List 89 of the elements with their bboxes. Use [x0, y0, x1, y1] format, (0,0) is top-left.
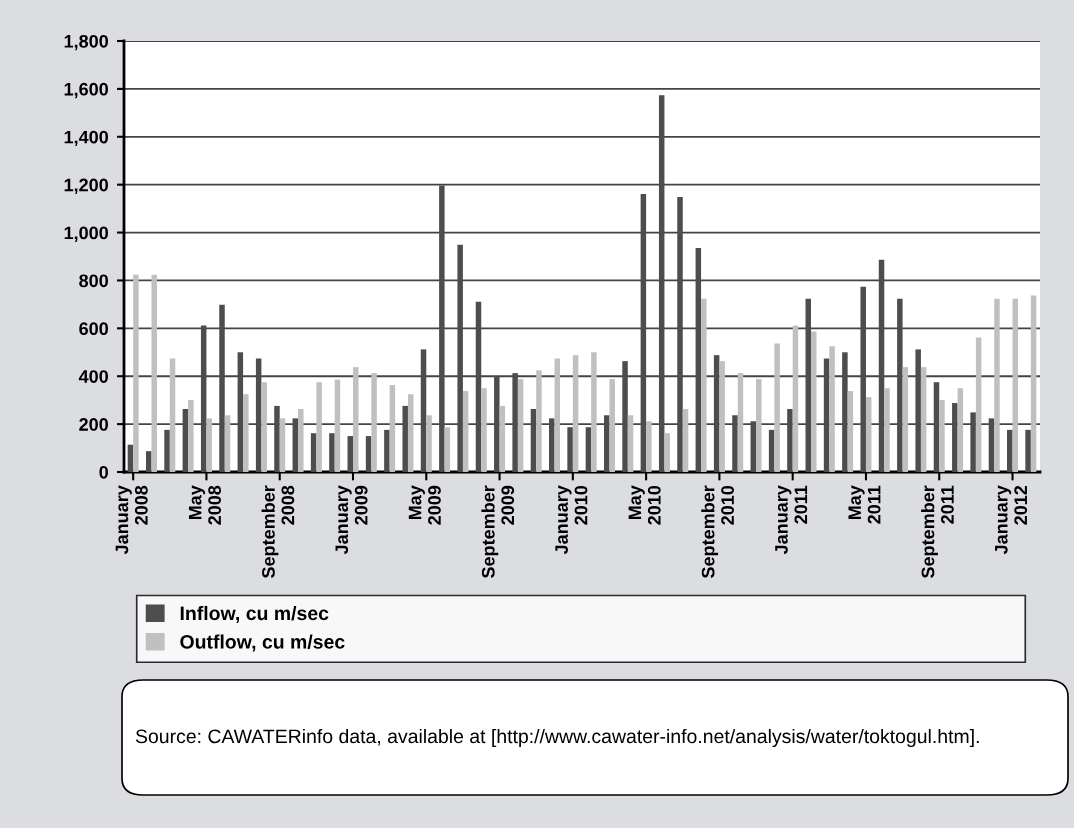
bar	[664, 433, 670, 472]
y-tick-label: 1,800	[64, 34, 108, 51]
bar	[994, 298, 1000, 472]
bar	[585, 427, 592, 472]
bar	[517, 379, 524, 472]
bar	[316, 382, 322, 472]
bar	[865, 397, 872, 472]
bar	[127, 444, 134, 472]
bar	[572, 355, 579, 472]
bar	[811, 331, 817, 472]
bar	[169, 358, 176, 472]
x-tick-label: January 2010	[555, 485, 588, 555]
bar	[737, 373, 744, 472]
bar	[279, 418, 286, 472]
bar	[353, 367, 359, 472]
bar	[939, 399, 945, 472]
legend-label: Outflow, cu m/sec	[180, 634, 345, 652]
bar	[481, 388, 487, 472]
bar	[310, 433, 317, 472]
bar	[365, 436, 372, 472]
bar	[188, 399, 194, 472]
bar	[719, 361, 725, 472]
bar	[243, 394, 249, 472]
bar	[1012, 298, 1019, 472]
y-tick-label: 200	[79, 418, 108, 431]
bar	[609, 379, 615, 472]
bar	[133, 274, 139, 472]
bar	[1025, 429, 1031, 472]
bar	[756, 379, 762, 472]
x-tick-label: January 2008	[115, 485, 148, 555]
bar	[407, 394, 414, 472]
bar	[774, 343, 780, 472]
bar	[1030, 295, 1037, 472]
bar	[145, 451, 152, 472]
bar	[902, 367, 909, 472]
bar	[957, 388, 964, 472]
bar	[329, 433, 335, 472]
bar	[1007, 429, 1013, 472]
x-tick-label: January 2011	[775, 485, 808, 555]
bar	[768, 429, 775, 472]
bar	[536, 370, 542, 472]
bar	[334, 379, 341, 472]
x-tick-label: January 2009	[335, 485, 368, 555]
bar	[347, 436, 353, 472]
bar	[591, 352, 597, 472]
y-tick-label: 600	[79, 322, 108, 336]
x-tick-label: January 2012	[995, 485, 1028, 555]
bar	[371, 373, 377, 472]
x-tick-label: May 2010	[628, 485, 661, 525]
x-tick-label: September 2010	[701, 485, 734, 578]
x-tick-label: May 2008	[188, 485, 222, 525]
bar	[847, 391, 854, 472]
y-tick-label: 1,200	[64, 178, 108, 194]
bar	[567, 427, 573, 472]
bar	[151, 274, 157, 472]
bar	[499, 405, 506, 472]
x-tick-label: September 2009	[481, 485, 515, 578]
bar	[884, 388, 890, 472]
bar	[164, 429, 170, 472]
bar	[224, 415, 231, 472]
bar	[701, 298, 707, 472]
bar	[829, 346, 835, 472]
bar	[920, 367, 927, 472]
bar	[554, 358, 561, 472]
x-tick-label: May 2009	[408, 485, 441, 525]
bar	[298, 409, 304, 472]
bar	[384, 429, 390, 472]
y-tick-label: 1,400	[64, 130, 108, 147]
bar	[975, 337, 982, 472]
bar	[682, 409, 689, 472]
x-tick-label: May 2011	[848, 485, 881, 524]
y-tick-label: 0	[99, 465, 108, 479]
bar	[206, 418, 212, 472]
bar	[646, 421, 652, 472]
bar	[627, 415, 634, 472]
bar	[261, 382, 267, 472]
bar	[792, 325, 799, 472]
bar	[444, 427, 451, 472]
source-note: Source: CAWATERinfo data, available at [http://www.cawater-info.net/analysis/water/toktogul.htm].	[135, 728, 979, 748]
bar	[462, 391, 469, 472]
x-tick-label: September 2011	[921, 485, 954, 578]
y-tick-label: 800	[79, 274, 108, 288]
y-tick-label: 1,600	[64, 82, 108, 99]
bar	[426, 415, 432, 472]
legend-label: Inflow, cu m/sec	[180, 605, 329, 623]
bar	[389, 385, 396, 472]
y-tick-label: 400	[78, 370, 108, 383]
y-tick-label: 1,000	[64, 226, 108, 242]
x-tick-label: September 2008	[261, 485, 295, 578]
